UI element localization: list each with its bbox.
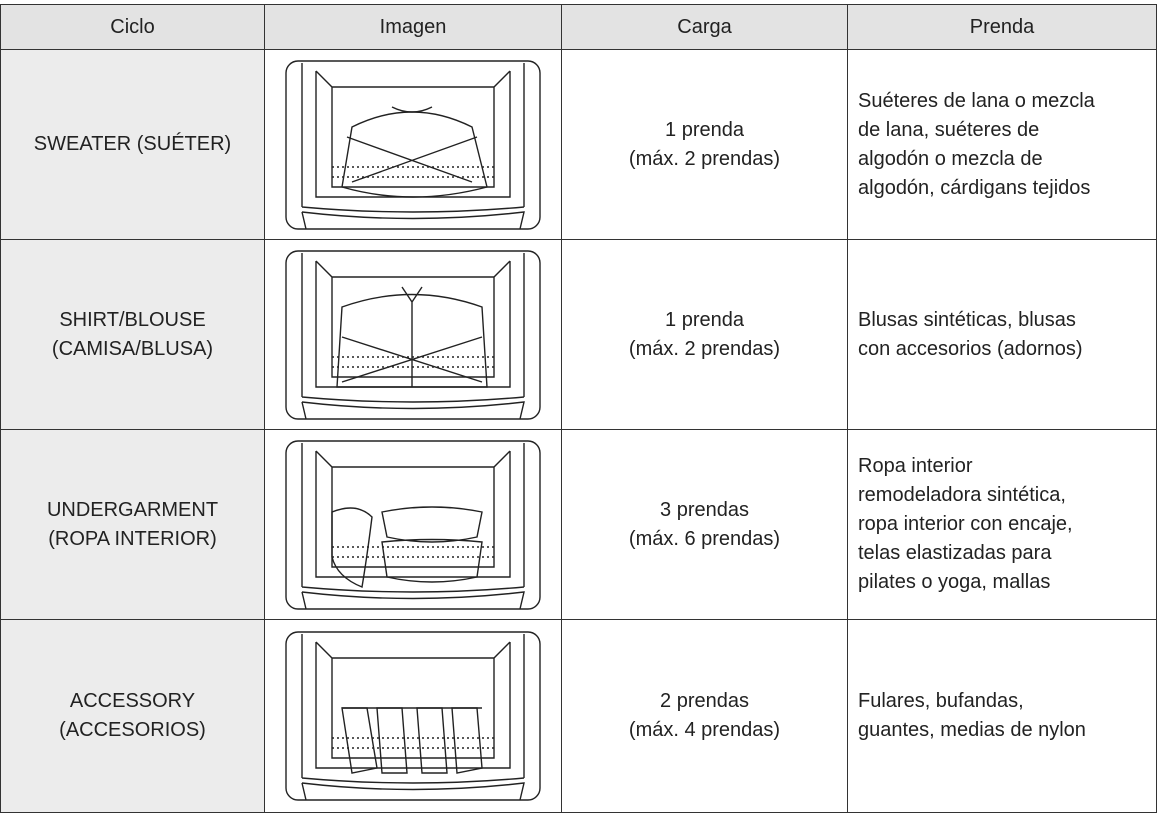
header-cell: Prenda xyxy=(848,4,1157,50)
load-text: (máx. 4 prendas) xyxy=(628,719,781,741)
garment-text: Suéteres de lana o mezcla xyxy=(858,89,1095,112)
header-text: Prenda xyxy=(969,15,1035,38)
cycle-text: (CAMISA/BLUSA) xyxy=(51,337,214,360)
garment-text: ropa interior con encaje, xyxy=(858,513,1073,535)
cycle-text: SHIRT/BLOUSE xyxy=(59,308,206,331)
garment-text: remodeladora sintética, xyxy=(858,484,1066,506)
load-text: 1 prenda xyxy=(665,308,744,331)
image-cell xyxy=(265,620,562,813)
garment-text: con accesorios (adornos) xyxy=(858,337,1083,360)
garment-text: pilates o yoga, mallas xyxy=(858,571,1051,593)
garment-text: algodón, cárdigans tejidos xyxy=(858,176,1091,199)
cycle-text: (ACCESORIOS) xyxy=(59,719,206,741)
load-text: 1 prenda xyxy=(665,118,744,141)
load-text: (máx. 6 prendas) xyxy=(628,527,781,550)
load-text: 2 prendas xyxy=(660,690,749,712)
garment-text: de lana, suéteres de xyxy=(858,118,1040,141)
load-text: 3 prendas xyxy=(660,498,749,521)
garment-cell: Ropa interior remodeladora sintética, ropa… xyxy=(848,430,1157,620)
cycle-text: ACCESSORY xyxy=(69,690,196,712)
image-cell xyxy=(265,50,562,240)
garment-cell: Suéteres de lana o mezcla de lana, suéter… xyxy=(848,50,1157,240)
garment-text: Fulares, bufandas, xyxy=(858,690,1024,712)
cycle-cell: ACCESSORY (ACCESORIOS) xyxy=(0,620,265,813)
header-text: Imagen xyxy=(379,15,447,38)
cycle-text: SWEATER (SUÉTER) xyxy=(33,133,232,155)
cycle-text: UNDERGARMENT xyxy=(46,498,219,521)
drawer-illustration xyxy=(285,249,541,420)
load-text: (máx. 2 prendas) xyxy=(628,147,781,170)
image-cell xyxy=(265,430,562,620)
garment-text: telas elastizadas para xyxy=(858,542,1052,564)
header-text: Ciclo xyxy=(110,15,155,38)
garment-text: guantes, medias de nylon xyxy=(858,719,1086,741)
load-cell: 3 prendas (máx. 6 prendas) xyxy=(562,430,848,620)
cycle-cell: SWEATER (SUÉTER) xyxy=(0,50,265,240)
header-cell: Imagen xyxy=(265,4,562,50)
drawer-illustration xyxy=(285,59,541,230)
drawer-illustration xyxy=(285,439,541,610)
cycle-cell: SHIRT/BLOUSE (CAMISA/BLUSA) xyxy=(0,240,265,430)
load-cell: 2 prendas (máx. 4 prendas) xyxy=(562,620,848,813)
garment-cell: Blusas sintéticas, blusas con accesorios … xyxy=(848,240,1157,430)
header-cell: Ciclo xyxy=(0,4,265,50)
cycle-cell: UNDERGARMENT (ROPA INTERIOR) xyxy=(0,430,265,620)
image-cell xyxy=(265,240,562,430)
header-cell: Carga xyxy=(562,4,848,50)
load-cell: 1 prenda (máx. 2 prendas) xyxy=(562,240,848,430)
header-text: Carga xyxy=(677,15,732,38)
cycle-text: (ROPA INTERIOR) xyxy=(48,527,217,550)
load-cell: 1 prenda (máx. 2 prendas) xyxy=(562,50,848,240)
load-text: (máx. 2 prendas) xyxy=(628,337,781,360)
garment-cell: Fulares, bufandas, guantes, medias de nyl… xyxy=(848,620,1157,813)
garment-text: algodón o mezcla de xyxy=(858,147,1043,170)
drawer-illustration xyxy=(285,631,541,801)
garment-text: Blusas sintéticas, blusas xyxy=(858,308,1076,331)
garment-text: Ropa interior xyxy=(858,455,973,477)
